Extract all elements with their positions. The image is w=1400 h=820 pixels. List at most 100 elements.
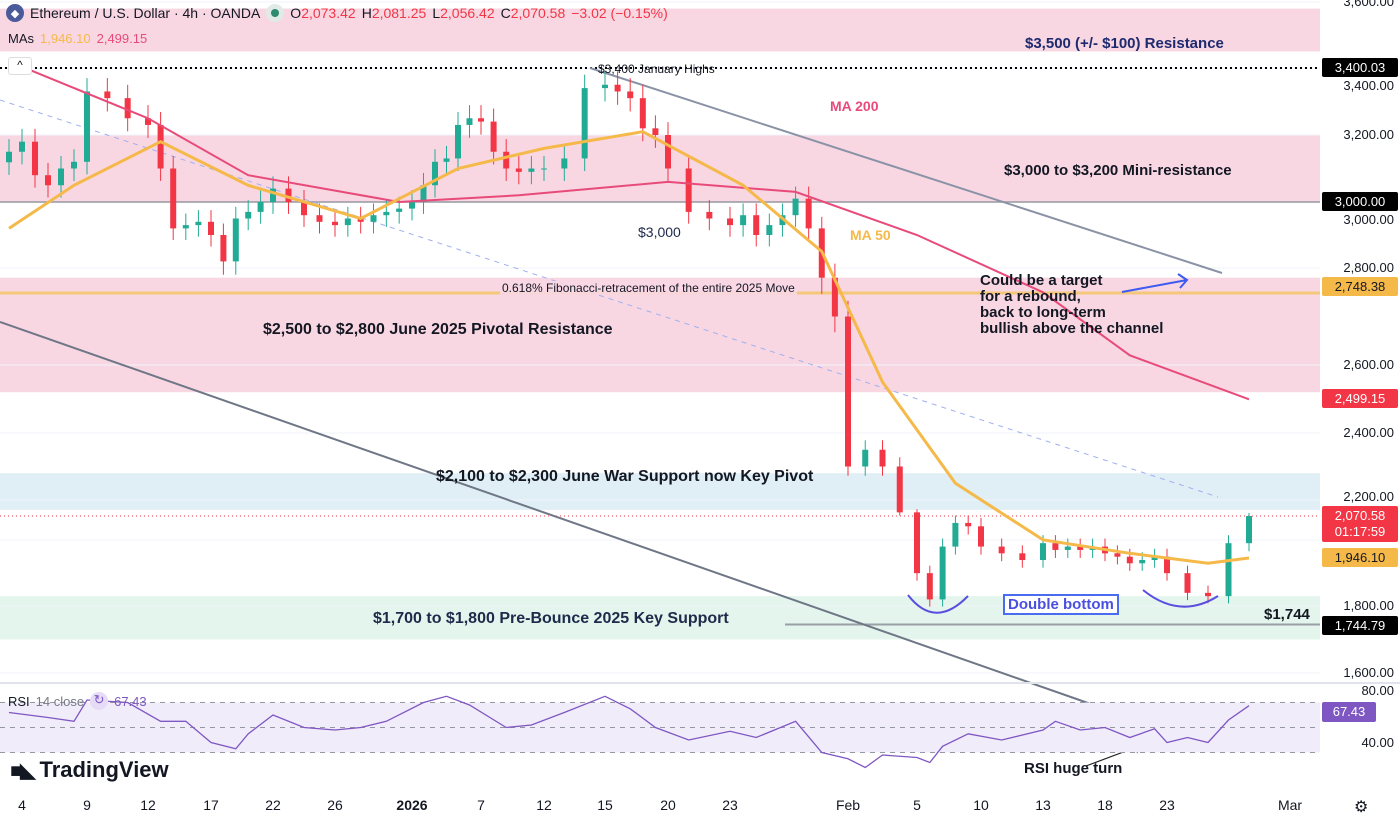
rsi-label: RSI <box>8 693 30 709</box>
time-tick: 9 <box>83 797 91 813</box>
rsi-legend[interactable]: RSI 14 close ↻ 67.43 <box>8 692 147 710</box>
candle <box>332 221 338 226</box>
price-label-ma200: 2,499.15 <box>1322 389 1398 408</box>
channel-upper-line <box>589 67 1223 274</box>
price-tick: 2,400.00 <box>1343 425 1394 440</box>
candle <box>1064 546 1071 550</box>
rsi-tick-40: 40.00 <box>1361 735 1394 750</box>
candle <box>1225 543 1232 597</box>
target-line-3: back to long-term <box>980 304 1106 321</box>
candle <box>965 522 972 527</box>
annotation-double-bottom: Double bottom <box>1003 594 1119 615</box>
collapse-legend-button[interactable]: ^ <box>8 57 32 75</box>
candle <box>926 573 933 600</box>
candle <box>503 151 510 169</box>
time-tick: 18 <box>1097 797 1113 813</box>
annotation-fibonacci: 0.618% Fibonacci-retracement of the enti… <box>500 281 797 295</box>
low-label: L <box>432 5 441 21</box>
candle <box>432 161 438 186</box>
price-tick: 2,200.00 <box>1343 489 1394 504</box>
candle <box>665 135 671 169</box>
annotation-january-highs: $3,400 January Highs <box>598 62 715 76</box>
candle <box>6 151 12 163</box>
price-tick: 3,400.00 <box>1343 78 1394 93</box>
candle <box>1077 546 1084 550</box>
price-label-low: 1,744.79 <box>1322 616 1398 635</box>
symbol-title[interactable]: Ethereum / U.S. Dollar · 4h · OANDA <box>30 5 261 21</box>
ma200-legend-value: 2,499.15 <box>96 31 148 46</box>
candle <box>627 91 634 99</box>
annotation-3000: $3,000 <box>638 224 681 240</box>
candle <box>84 91 90 162</box>
open-label: O <box>290 5 302 21</box>
candle <box>478 118 484 122</box>
candle <box>914 512 920 574</box>
candle <box>316 215 323 222</box>
rsi-line <box>8 695 1250 769</box>
ma-legend[interactable]: MAs 1,946.10 2,499.15 <box>8 31 147 46</box>
tradingview-logo[interactable]: ■◣ TradingView <box>10 757 169 783</box>
time-tick: Mar <box>1277 797 1303 813</box>
target-line-4: bullish above the channel <box>980 320 1164 337</box>
candle <box>1246 516 1252 544</box>
channel-lower-line <box>0 321 1109 711</box>
price-label-fib: 2,748.38 <box>1322 277 1398 296</box>
close-label: C <box>500 5 511 21</box>
candle <box>58 168 64 186</box>
price-label-ma50: 1,946.10 <box>1322 548 1398 567</box>
annotation-key-support: $1,700 to $1,800 Pre-Bounce 2025 Key Sup… <box>373 610 729 627</box>
price-label-3000: 3,000.00 <box>1322 192 1398 211</box>
candle <box>220 235 227 262</box>
high-label: H <box>361 5 372 21</box>
ethereum-logo-icon: ◆ <box>6 4 24 22</box>
annotation-war-support: $2,100 to $2,300 June War Support now Ke… <box>436 468 814 485</box>
price-tick: 3,000.00 <box>1343 212 1394 227</box>
candle <box>1040 543 1046 561</box>
annotation-rsi-turn: RSI huge turn <box>1024 760 1123 777</box>
settings-icon[interactable]: ⚙ <box>1354 799 1369 816</box>
ma50-line <box>8 130 1250 565</box>
time-tick: 23 <box>722 797 738 813</box>
candle <box>706 211 713 219</box>
price-tick: 2,600.00 <box>1343 357 1394 372</box>
candle <box>409 202 415 209</box>
candle <box>879 449 886 467</box>
open-value: 2,073.42 <box>301 5 356 21</box>
candle <box>602 84 608 89</box>
candle <box>862 449 869 467</box>
candle <box>1126 556 1133 564</box>
rsi-params: 14 close <box>35 693 85 709</box>
time-tick: 15 <box>597 797 613 813</box>
candle <box>257 202 264 212</box>
zone-2 <box>0 277 1320 393</box>
annotation-ma200: MA 200 <box>830 98 879 114</box>
rsi-tick-80: 80.00 <box>1361 683 1394 698</box>
market-status-icon <box>266 4 285 22</box>
candle <box>939 546 946 600</box>
candle <box>170 168 177 229</box>
candle <box>652 128 659 135</box>
double-bottom-arc-left <box>907 594 969 614</box>
time-tick: 17 <box>203 797 219 813</box>
bar-countdown: 01:17:59 <box>1334 524 1386 539</box>
time-tick: 4 <box>18 797 26 813</box>
low-value: 2,056.42 <box>440 5 495 21</box>
time-tick: 22 <box>265 797 281 813</box>
annotation-1744: $1,744 <box>1264 606 1310 623</box>
candle <box>270 188 276 202</box>
price-tick: 1,800.00 <box>1343 598 1394 613</box>
mas-label: MAs <box>8 31 34 46</box>
time-tick: 23 <box>1159 797 1175 813</box>
double-bottom-arc-right <box>1142 589 1219 608</box>
candle <box>104 91 111 99</box>
time-tick: 7 <box>477 797 485 813</box>
candle <box>71 161 77 169</box>
candle <box>208 221 214 235</box>
annotation-pivotal-resistance: $2,500 to $2,800 June 2025 Pivotal Resis… <box>263 321 613 338</box>
candle <box>1164 556 1170 574</box>
candle <box>685 168 692 212</box>
time-tick: 13 <box>1035 797 1051 813</box>
price-tick: 3,200.00 <box>1343 127 1394 142</box>
refresh-icon[interactable]: ↻ <box>90 692 109 710</box>
